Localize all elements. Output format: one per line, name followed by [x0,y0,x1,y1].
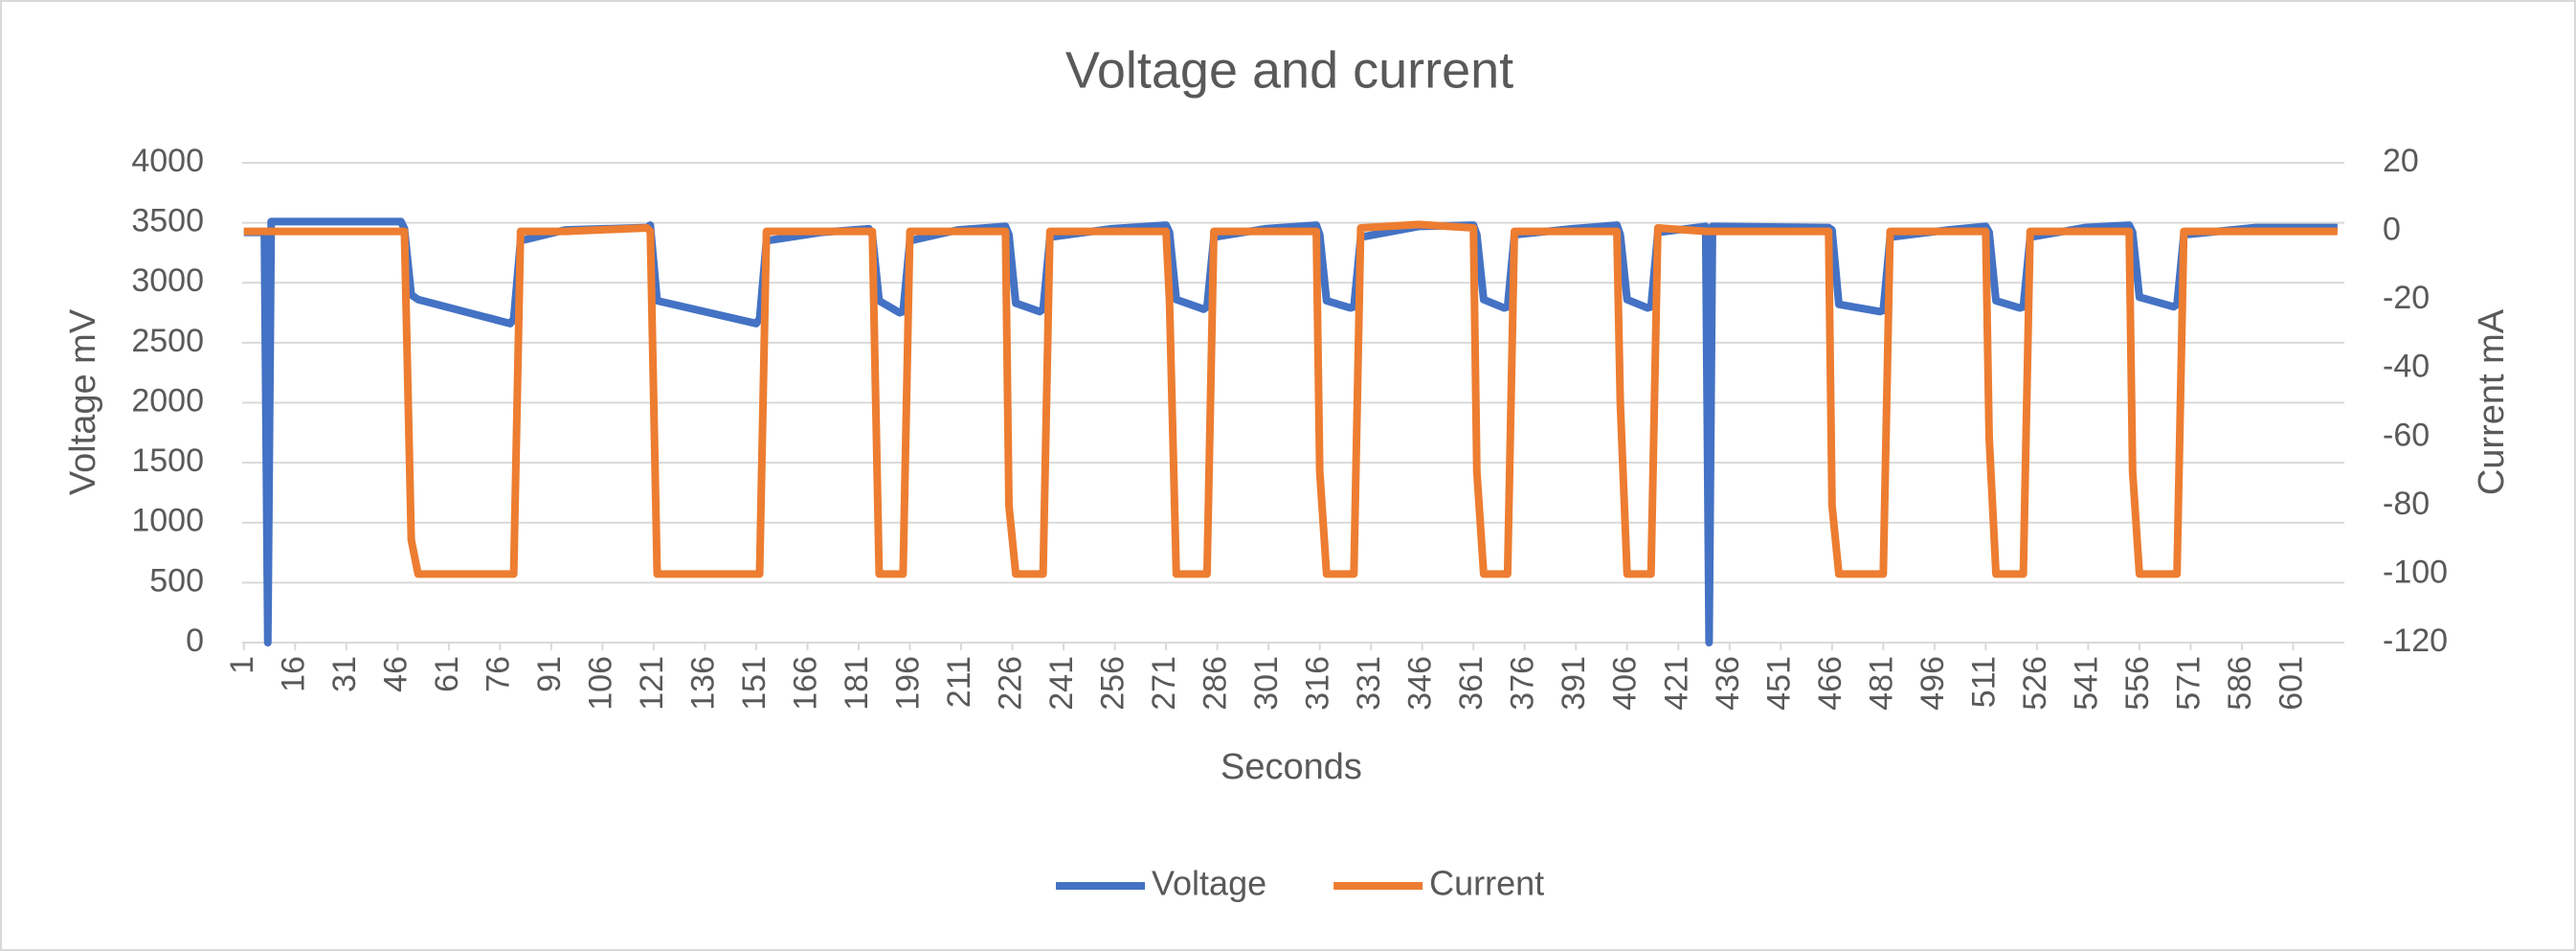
y2-tick-label: -100 [2383,554,2448,590]
x-tick-label: 1 [224,656,260,674]
y-tick-label: 0 [186,623,204,659]
x-tick-label: 481 [1863,656,1899,711]
x-tick-label: 76 [480,656,516,692]
y2-axis-title: Current mA [2472,308,2512,495]
x-tick-label: 436 [1710,656,1746,711]
x-tick-label: 46 [377,656,414,692]
x-tick-label: 421 [1658,656,1694,711]
x-tick-label: 451 [1760,656,1797,711]
y2-tick-label: 20 [2383,143,2419,179]
x-tick-label: 211 [941,656,977,708]
y2-tick-label: -40 [2383,349,2430,385]
y-tick-label: 3500 [131,203,204,239]
x-tick-label: 91 [531,656,568,692]
x-tick-label: 136 [684,656,721,711]
y2-tick-label: -60 [2383,417,2430,453]
x-tick-label: 391 [1556,656,1592,711]
x-axis-title: Seconds [1221,747,1362,787]
x-tick-label: 556 [2119,656,2156,711]
y2-tick-label: -80 [2383,486,2430,522]
x-tick-label: 496 [1915,656,1951,711]
x-tick-label: 166 [787,656,823,711]
y-tick-label: 1000 [131,503,204,539]
y-tick-label: 4000 [131,143,204,179]
x-tick-label: 331 [1351,656,1387,711]
y2-tick-label: -120 [2383,623,2448,659]
y-tick-label: 2000 [131,382,204,419]
x-tick-label: 271 [1146,656,1182,711]
y-tick-label: 2500 [131,323,204,359]
y-tick-label: 500 [149,562,204,599]
x-tick-label: 226 [993,656,1029,711]
x-tick-label: 121 [634,656,670,711]
x-tick-label: 16 [275,656,311,692]
x-tick-label: 256 [1095,656,1131,711]
x-tick-label: 406 [1607,656,1644,711]
x-tick-label: 511 [1965,656,2002,708]
x-tick-label: 601 [2273,656,2309,711]
series-line [243,220,2338,578]
x-tick-label: 61 [429,656,465,692]
x-tick-label: 151 [736,656,773,711]
y-tick-label: 1500 [131,442,204,479]
x-tick-label: 346 [1402,656,1439,711]
legend-label: Voltage [1152,864,1266,903]
x-tick-label: 361 [1453,656,1490,711]
y2-tick-label: 0 [2383,212,2401,248]
x-tick-label: 301 [1248,656,1285,711]
x-tick-label: 526 [2017,656,2053,711]
series-line [243,217,2338,646]
x-tick-label: 181 [839,656,875,711]
x-tick-label: 286 [1198,656,1234,711]
x-tick-label: 376 [1505,656,1541,711]
y-tick-label: 3000 [131,262,204,299]
x-tick-label: 106 [582,656,618,711]
y-axis-title: Voltage mV [63,308,103,495]
x-tick-label: 31 [326,656,363,692]
x-tick-label: 571 [2170,656,2206,711]
x-tick-label: 241 [1043,656,1080,711]
legend-label: Current [1429,864,1544,903]
x-tick-label: 586 [2222,656,2258,711]
x-tick-label: 466 [1812,656,1848,711]
x-tick-label: 541 [2068,656,2104,711]
y2-tick-label: -20 [2383,280,2430,316]
x-tick-label: 196 [889,656,926,711]
x-tick-label: 316 [1300,656,1336,711]
chart-title: Voltage and current [1065,41,1513,99]
